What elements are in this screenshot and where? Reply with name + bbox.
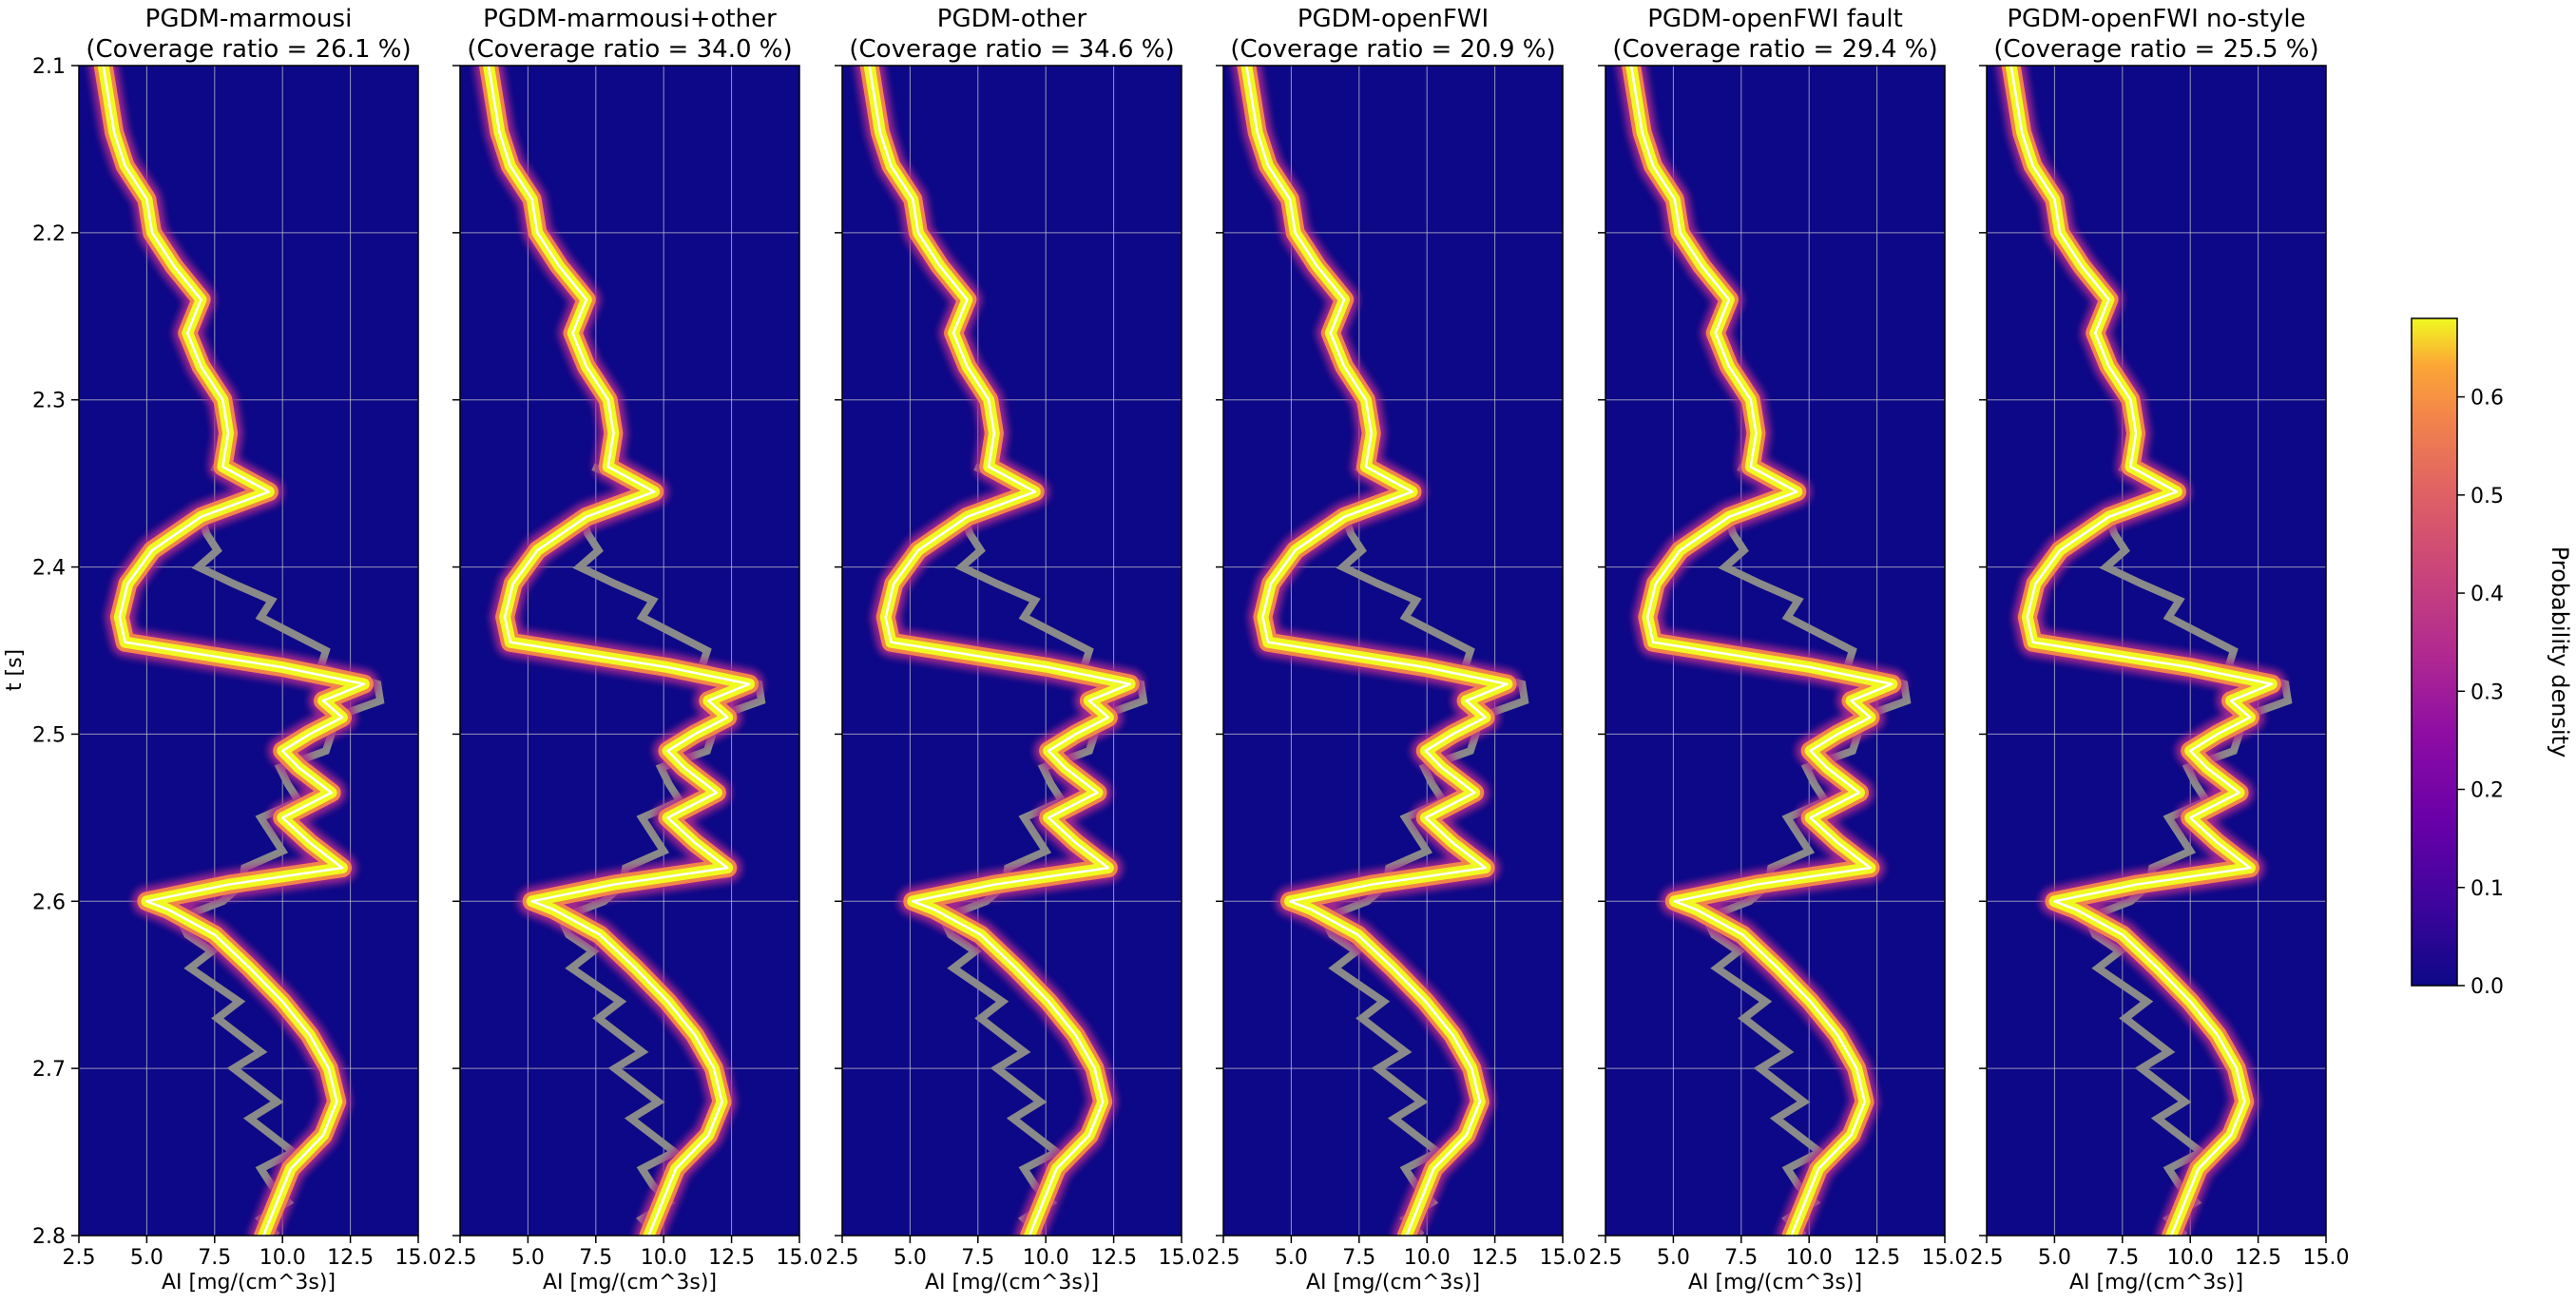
- x-tick-label: 5.0: [511, 1246, 545, 1270]
- x-tick-label: 12.5: [1090, 1246, 1137, 1270]
- colorbar-tick-label: 0.0: [2470, 975, 2504, 999]
- x-tick-label: 10.0: [641, 1246, 687, 1270]
- mean-trace: [1629, 66, 1894, 1236]
- x-tick-label: 10.0: [2167, 1246, 2214, 1270]
- axes-frame: [841, 65, 1182, 1237]
- mean-trace: [868, 66, 1131, 1236]
- x-axis-label: AI [mg/(cm^3s)]: [925, 1271, 1099, 1294]
- axes-frame: [459, 65, 800, 1237]
- panel-1: PGDM-marmousi (Coverage ratio = 26.1 %) …: [32, 5, 441, 1294]
- panel-subtitle: (Coverage ratio = 25.5 %): [1993, 35, 2318, 64]
- panel-title: PGDM-marmousi: [145, 5, 353, 33]
- axes-frame: [1605, 65, 1946, 1237]
- x-tick-label: 5.0: [2038, 1246, 2071, 1270]
- panel-title: PGDM-openFWI no-style: [2007, 5, 2305, 33]
- panel-subtitle: (Coverage ratio = 29.4 %): [1612, 35, 1937, 64]
- colorbar: 0.0 0.1 0.2 0.3 0.4 0.5 0.6 Probability densit…: [2411, 317, 2573, 999]
- colorbar-tick-label: 0.4: [2470, 583, 2504, 606]
- x-tick-label: 7.5: [579, 1246, 612, 1270]
- x-tick-label: 10.0: [1023, 1246, 1069, 1270]
- axes-frame: [78, 65, 419, 1237]
- axes-frame: [1222, 65, 1564, 1237]
- x-tick-label: 7.5: [1724, 1246, 1758, 1270]
- x-tick-label: 5.0: [1275, 1246, 1308, 1270]
- y-axis-label: t [s]: [3, 649, 27, 691]
- x-axis-label: AI [mg/(cm^3s)]: [543, 1271, 717, 1294]
- x-tick-label: 15.0: [1540, 1246, 1586, 1270]
- x-tick-label: 15.0: [2303, 1246, 2350, 1270]
- colorbar-tick-label: 0.5: [2470, 485, 2504, 508]
- x-tick-label: 2.5: [1207, 1246, 1240, 1270]
- colorbar-label: Probability density: [2547, 547, 2573, 758]
- x-tick-label: 2.5: [1589, 1246, 1623, 1270]
- x-axis-label: AI [mg/(cm^3s)]: [1688, 1271, 1862, 1294]
- y-tick-label: 2.1: [32, 55, 66, 79]
- panel-subtitle: (Coverage ratio = 34.6 %): [849, 35, 1174, 64]
- panel-3: PGDM-other (Coverage ratio = 34.6 %) 2.5…: [826, 5, 1205, 1294]
- y-tick-label: 2.8: [32, 1225, 66, 1249]
- x-tick-label: 10.0: [1786, 1246, 1833, 1270]
- panel-5: PGDM-openFWI fault (Coverage ratio = 29.…: [1589, 5, 1969, 1294]
- axes-frame: [1986, 65, 2327, 1237]
- x-tick-label: 2.5: [63, 1246, 96, 1270]
- mean-trace: [487, 66, 751, 1236]
- y-tick-label: 2.3: [32, 390, 66, 413]
- x-axis-label: AI [mg/(cm^3s)]: [162, 1271, 336, 1294]
- x-tick-label: 15.0: [1159, 1246, 1205, 1270]
- panel-title: PGDM-marmousi+other: [483, 5, 777, 33]
- x-tick-label: 15.0: [1922, 1246, 1969, 1270]
- observed-log: [937, 463, 1148, 1236]
- x-tick-label: 7.5: [2105, 1246, 2139, 1270]
- colorbar-tick-label: 0.3: [2470, 681, 2504, 704]
- x-tick-label: 7.5: [1342, 1246, 1375, 1270]
- mean-trace: [1245, 66, 1509, 1236]
- x-tick-label: 15.0: [777, 1246, 823, 1270]
- observed-log: [1318, 463, 1529, 1236]
- panel-4: PGDM-openFWI (Coverage ratio = 20.9 %) 2…: [1207, 5, 1586, 1294]
- x-tick-label: 12.5: [2235, 1246, 2281, 1270]
- colorbar-tick-label: 0.6: [2470, 387, 2504, 411]
- x-tick-label: 12.5: [1854, 1246, 1900, 1270]
- panel-6: PGDM-openFWI no-style (Coverage ratio = …: [1970, 5, 2350, 1294]
- x-tick-label: 10.0: [1404, 1246, 1451, 1270]
- x-tick-label: 15.0: [395, 1246, 442, 1270]
- observed-log: [555, 463, 766, 1236]
- panel-2: PGDM-marmousi+other (Coverage ratio = 34…: [444, 5, 823, 1294]
- y-tick-label: 2.4: [32, 557, 66, 581]
- x-tick-label: 2.5: [826, 1246, 859, 1270]
- panel-subtitle: (Coverage ratio = 26.1 %): [86, 35, 411, 64]
- x-axis-label: AI [mg/(cm^3s)]: [2069, 1271, 2243, 1294]
- x-tick-label: 2.5: [1970, 1246, 2004, 1270]
- mean-trace: [2009, 66, 2274, 1236]
- panel-title: PGDM-openFWI: [1298, 5, 1489, 33]
- observed-log: [1701, 463, 1912, 1236]
- observed-log: [174, 463, 385, 1236]
- x-tick-label: 7.5: [961, 1246, 994, 1270]
- x-tick-label: 5.0: [894, 1246, 927, 1270]
- y-tick-label: 2.2: [32, 222, 66, 246]
- panel-title: PGDM-openFWI fault: [1647, 5, 1903, 33]
- x-tick-label: 12.5: [708, 1246, 755, 1270]
- panel-title: PGDM-other: [937, 5, 1087, 33]
- x-tick-label: 5.0: [1657, 1246, 1690, 1270]
- x-tick-label: 7.5: [198, 1246, 231, 1270]
- x-tick-label: 5.0: [130, 1246, 163, 1270]
- x-tick-label: 12.5: [327, 1246, 374, 1270]
- y-tick-label: 2.7: [32, 1058, 66, 1082]
- panel-subtitle: (Coverage ratio = 20.9 %): [1230, 35, 1555, 64]
- colorbar-tick-label: 0.1: [2470, 877, 2504, 901]
- mean-trace: [102, 66, 366, 1236]
- x-axis-label: AI [mg/(cm^3s)]: [1306, 1271, 1480, 1294]
- panel-subtitle: (Coverage ratio = 34.0 %): [467, 35, 792, 64]
- x-tick-label: 10.0: [260, 1246, 306, 1270]
- x-tick-label: 2.5: [444, 1246, 477, 1270]
- colorbar-tick-label: 0.2: [2470, 779, 2504, 803]
- colorbar-gradient: [2411, 317, 2458, 987]
- y-tick-label: 2.5: [32, 723, 66, 747]
- x-tick-label: 12.5: [1471, 1246, 1518, 1270]
- observed-log: [2082, 463, 2293, 1236]
- y-tick-label: 2.6: [32, 891, 66, 914]
